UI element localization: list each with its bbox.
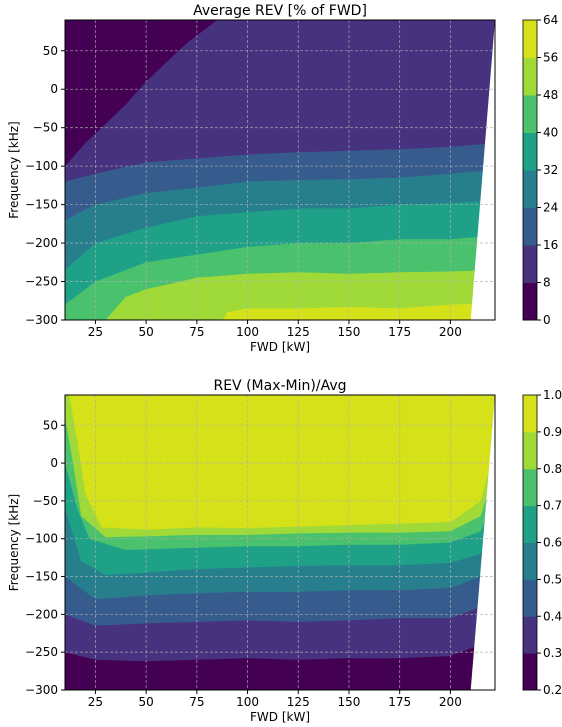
colorbar-band — [523, 57, 537, 96]
y-tick-label: −250 — [25, 645, 58, 659]
y-tick-label: −200 — [25, 236, 58, 250]
colorbar-band — [523, 132, 537, 171]
y-tick-label: −200 — [25, 607, 58, 621]
colorbar-tick-label: 0.2 — [543, 683, 562, 697]
colorbar: 0 8 16 24 32 40 48 56 64 — [522, 13, 558, 327]
y-tick-label: 0 — [50, 456, 58, 470]
colorbar-band — [523, 395, 537, 433]
colorbar-band — [523, 468, 537, 507]
colorbar-tick-label: 32 — [543, 163, 558, 177]
y-tick-label: 50 — [43, 44, 58, 58]
colorbar-tick-label: 56 — [543, 51, 558, 65]
colorbar-tick-label: 0.3 — [543, 646, 562, 660]
y-tick-label: −100 — [25, 532, 58, 546]
chart-title: REV (Max-Min)/Avg — [213, 378, 346, 394]
colorbar-band — [523, 207, 537, 246]
contour-band-8 — [65, 395, 495, 530]
colorbar-tick-label: 0.5 — [543, 572, 562, 586]
x-axis-label: FWD [kW] — [250, 340, 310, 354]
plot-area — [65, 395, 495, 690]
y-tick-label: −300 — [25, 683, 58, 697]
x-tick-label: 175 — [388, 325, 411, 339]
colorbar-tick-label: 8 — [543, 276, 551, 290]
y-tick-label: −100 — [25, 159, 58, 173]
x-tick-label: 150 — [338, 695, 361, 709]
colorbar-band — [523, 170, 537, 208]
colorbar-tick-label: 48 — [543, 88, 558, 102]
x-tick-label: 175 — [388, 695, 411, 709]
colorbar-tick-label: 0.4 — [543, 609, 562, 623]
x-tick-label: 125 — [287, 695, 310, 709]
x-tick-label: 150 — [338, 325, 361, 339]
plot-area — [65, 20, 495, 320]
colorbar-tick-label: 0.9 — [543, 425, 562, 439]
colorbar-band — [523, 579, 537, 617]
colorbar-tick-label: 0.7 — [543, 499, 562, 513]
x-tick-label: 50 — [138, 325, 153, 339]
colorbar-tick-label: 24 — [543, 201, 558, 215]
contour-band-8 — [223, 303, 495, 320]
x-tick-label: 75 — [189, 325, 204, 339]
colorbar-band — [523, 431, 537, 470]
chart-panel-1: 25 50 75 100 125 150 175 200 50 0 −50 −100 −150 −200 −… — [7, 3, 558, 354]
x-tick-label: 200 — [439, 695, 462, 709]
colorbar-band — [523, 542, 537, 580]
contour-band-7 — [105, 270, 495, 320]
x-tick-label: 25 — [88, 325, 103, 339]
chart-title: Average REV [% of FWD] — [193, 3, 367, 19]
x-tick-label: 100 — [236, 695, 259, 709]
colorbar-band — [523, 20, 537, 58]
grid — [65, 395, 495, 691]
y-tick-label: −150 — [25, 570, 58, 584]
colorbar-tick-label: 16 — [543, 238, 558, 252]
grid — [65, 20, 495, 321]
y-tick-label: 0 — [50, 82, 58, 96]
x-tick-label: 125 — [287, 325, 310, 339]
chart-panel-2: 25 50 75 100 125 150 175 200 50 0 −50 −100 −150 −200 −… — [7, 378, 562, 724]
y-axis-label: Frequency [kHz] — [7, 494, 21, 591]
y-tick-label: −250 — [25, 275, 58, 289]
x-tick-label: 200 — [439, 325, 462, 339]
axes-frame — [64, 394, 496, 691]
y-tick-label: 50 — [43, 418, 58, 432]
colorbar-band — [523, 505, 537, 543]
colorbar-tick-label: 0 — [543, 313, 551, 327]
colorbar-tick-label: 40 — [543, 126, 558, 140]
colorbar-band — [523, 282, 537, 321]
x-tick-label: 75 — [189, 695, 204, 709]
blank-region — [470, 395, 495, 690]
x-tick-label: 100 — [236, 325, 259, 339]
y-tick-label: −300 — [25, 313, 58, 327]
x-tick-label: 25 — [88, 695, 103, 709]
colorbar-band — [523, 245, 537, 283]
y-axis-label: Frequency [kHz] — [7, 121, 21, 218]
axes-frame — [64, 19, 496, 321]
colorbar-tick-label: 64 — [543, 13, 558, 27]
colorbar-band — [523, 95, 537, 133]
y-tick-label: −50 — [33, 494, 58, 508]
x-axis-label: FWD [kW] — [250, 710, 310, 724]
colorbar-band — [523, 616, 537, 654]
blank-region — [470, 20, 495, 320]
colorbar-tick-label: 0.6 — [543, 536, 562, 550]
colorbar-band — [523, 653, 537, 691]
colorbar-tick-label: 1.0 — [543, 388, 562, 402]
y-tick-label: −50 — [33, 121, 58, 135]
colorbar: 0.2 0.3 0.4 0.5 0.6 0.7 0.8 0.9 1.0 — [522, 388, 562, 697]
y-tick-label: −150 — [25, 198, 58, 212]
x-tick-label: 50 — [138, 695, 153, 709]
colorbar-tick-label: 0.8 — [543, 462, 562, 476]
